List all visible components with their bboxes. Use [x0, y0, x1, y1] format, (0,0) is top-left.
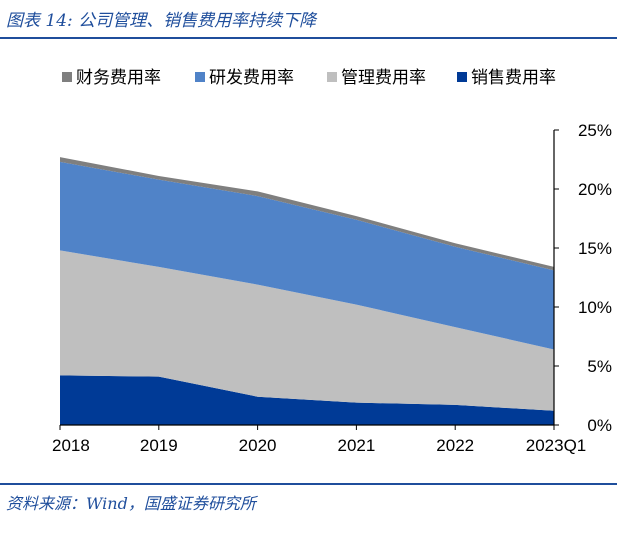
legend-label: 财务费用率 — [76, 68, 161, 88]
area-series-2 — [60, 161, 554, 350]
x-tick-label: 2022 — [436, 436, 474, 455]
top-rule — [0, 37, 617, 39]
plot-areas — [60, 157, 554, 425]
legend: 财务费用率 研发费用率 管理费用率 销售费用率 — [62, 68, 556, 88]
y-tick-label: 5% — [587, 357, 612, 376]
legend-swatch — [62, 72, 72, 82]
y-tick-label: 0% — [587, 416, 612, 435]
legend-swatch — [327, 72, 337, 82]
legend-swatch — [195, 72, 205, 82]
legend-swatch — [457, 72, 467, 82]
figure-title: 图表 14: 公司管理、销售费用率持续下降 — [6, 11, 317, 31]
legend-label: 销售费用率 — [471, 68, 556, 88]
y-tick-label: 10% — [578, 298, 612, 317]
area-series-0 — [60, 375, 554, 425]
source-note: 资料来源：Wind，国盛证券研究所 — [6, 494, 256, 513]
legend-label: 研发费用率 — [209, 68, 294, 88]
area-series-1 — [60, 250, 554, 411]
y-tick-label: 15% — [578, 239, 612, 258]
stacked-area-chart: 财务费用率 研发费用率 管理费用率 销售费用率 2018 2019 2020 2021 202… — [52, 68, 612, 455]
x-tick-label: 2020 — [239, 436, 277, 455]
x-tick-label: 2019 — [140, 436, 178, 455]
legend-label: 管理费用率 — [341, 68, 426, 88]
x-tick-label: 2018 — [52, 436, 90, 455]
y-tick-label: 25% — [578, 121, 612, 140]
area-series-3 — [60, 157, 554, 271]
y-tick-label: 20% — [578, 180, 612, 199]
bottom-rule — [0, 483, 617, 485]
x-tick-label: 2023Q1 — [526, 436, 587, 455]
x-tick-label: 2021 — [337, 436, 375, 455]
